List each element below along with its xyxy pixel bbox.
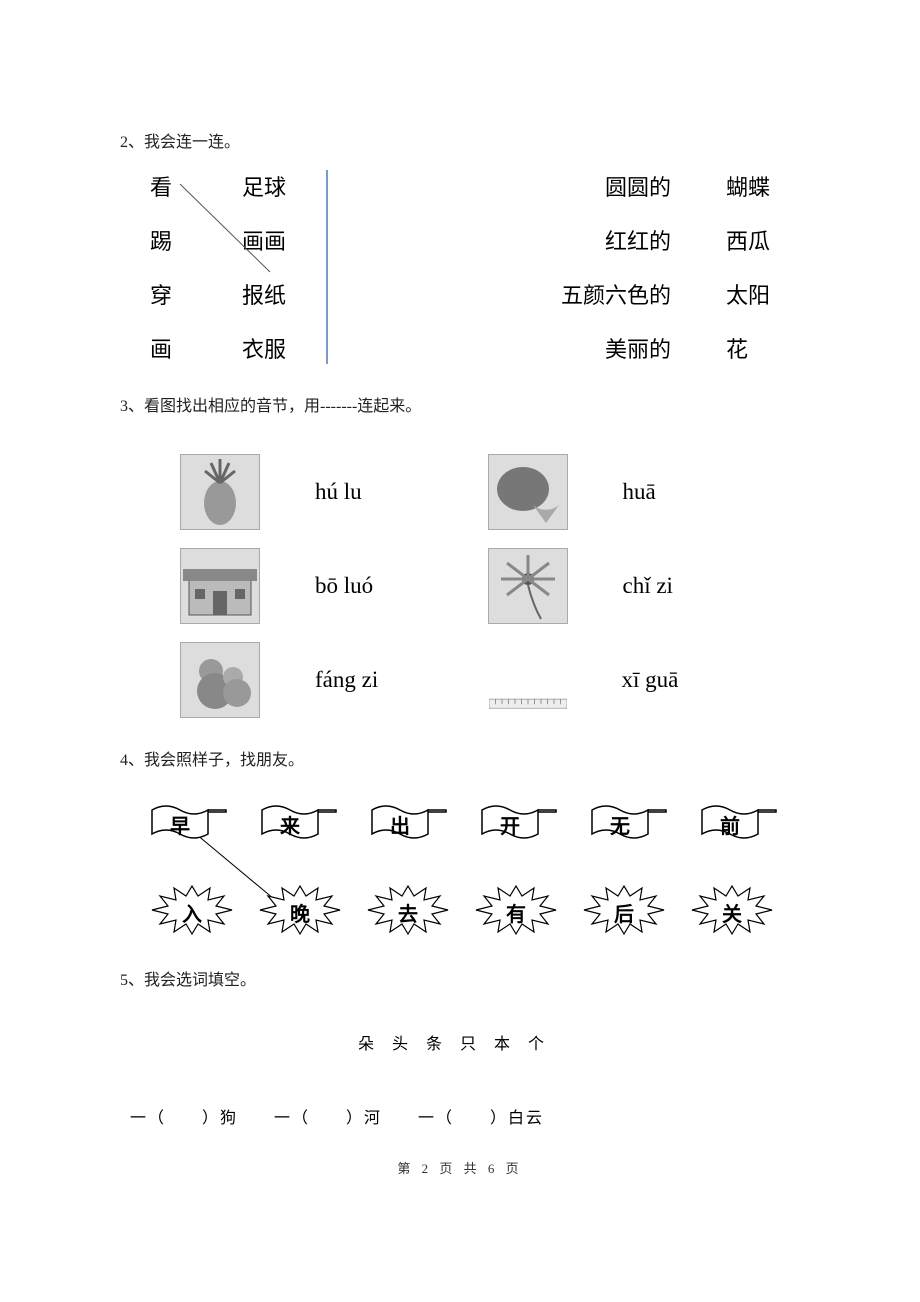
q4-flags-row: 早 来 出 开 无 前 xyxy=(150,804,780,844)
q2-word: 圆圆的 xyxy=(605,170,671,202)
q2-word: 足球 xyxy=(242,170,286,202)
q5-option: 本 xyxy=(494,1036,528,1053)
flag-char: 出 xyxy=(370,810,430,839)
q2-title: 2、我会连一连。 xyxy=(120,128,800,152)
flag-item: 前 xyxy=(700,804,778,844)
q5-option: 只 xyxy=(460,1036,494,1053)
q2-left-colB: 足球 画画 报纸 衣服 xyxy=(242,170,286,364)
q2-word: 红红的 xyxy=(605,224,671,256)
burst-char: 去 xyxy=(366,898,450,927)
burst-item: 入 xyxy=(150,882,234,938)
q5-blank: 一（ ）白云 xyxy=(418,1110,544,1127)
q2-right-colB: 蝴蝶 西瓜 太阳 花 xyxy=(726,170,770,364)
burst-item: 去 xyxy=(366,882,450,938)
q2-word: 西瓜 xyxy=(726,224,770,256)
burst-char: 关 xyxy=(690,898,774,927)
q2-left-block: 看 踢 穿 画 足球 画画 报纸 衣服 xyxy=(150,170,286,364)
burst-char: 有 xyxy=(474,898,558,927)
q3-row: hú lu huā xyxy=(180,454,740,530)
q5-title: 5、我会选词填空。 xyxy=(120,966,800,990)
q5-blanks: 一（ ）狗 一（ ）河 一（ ）白云 xyxy=(120,1104,800,1128)
flag-char: 前 xyxy=(700,810,760,839)
q3-pinyin: hú lu xyxy=(315,479,433,505)
q2-word: 穿 xyxy=(150,278,172,310)
q5-blank: 一（ ）河 xyxy=(274,1110,382,1127)
flag-char: 早 xyxy=(150,810,210,839)
q2-word: 画 xyxy=(150,332,172,364)
pineapple-image xyxy=(180,454,260,530)
flower-image xyxy=(488,548,568,624)
gourd-image xyxy=(180,642,260,718)
flag-item: 无 xyxy=(590,804,668,844)
q2-word: 报纸 xyxy=(242,278,286,310)
q3-pinyin: bō luó xyxy=(315,573,433,599)
q2-word: 蝴蝶 xyxy=(726,170,770,202)
burst-char: 入 xyxy=(150,898,234,927)
flag-item: 开 xyxy=(480,804,558,844)
q5-option: 头 xyxy=(392,1036,426,1053)
q2-word: 看 xyxy=(150,170,172,202)
q5-options: 朵头条只本个 xyxy=(120,1030,800,1054)
ruler-image xyxy=(489,688,567,718)
flag-item: 来 xyxy=(260,804,338,844)
q2-left-colA: 看 踢 穿 画 xyxy=(150,170,172,364)
q5-blank: 一（ ）狗 xyxy=(130,1110,238,1127)
q3-row: fáng zi xī guā xyxy=(180,642,740,718)
q5-option: 朵 xyxy=(358,1036,392,1053)
q2-right-colA: 圆圆的 红红的 五颜六色的 美丽的 xyxy=(561,170,671,364)
q2-word: 五颜六色的 xyxy=(561,278,671,310)
flag-item: 早 xyxy=(150,804,228,844)
q2-word: 太阳 xyxy=(726,278,770,310)
q3-title: 3、看图找出相应的音节，用-------连起来。 xyxy=(120,392,800,416)
burst-item: 有 xyxy=(474,882,558,938)
page-footer: 第 2 页 共 6 页 xyxy=(120,1158,800,1177)
flag-char: 开 xyxy=(480,810,540,839)
burst-item: 晚 xyxy=(258,882,342,938)
q5-option: 个 xyxy=(528,1036,562,1053)
q2-divider xyxy=(326,170,328,364)
burst-item: 关 xyxy=(690,882,774,938)
q3-row: bō luó chǐ zi xyxy=(180,548,740,624)
q2-word: 美丽的 xyxy=(605,332,671,364)
q3-pinyin: chǐ zi xyxy=(623,573,741,599)
q2-word: 踢 xyxy=(150,224,172,256)
burst-char: 晚 xyxy=(258,898,342,927)
flag-char: 无 xyxy=(590,810,650,839)
q2-right-block: 圆圆的 红红的 五颜六色的 美丽的 蝴蝶 西瓜 太阳 花 xyxy=(561,170,770,364)
q4-container: 早 来 出 开 无 前 xyxy=(120,788,800,938)
house-image xyxy=(180,548,260,624)
q2-word: 画画 xyxy=(242,224,286,256)
q3-pinyin: fáng zi xyxy=(315,667,434,693)
flag-char: 来 xyxy=(260,810,320,839)
burst-char: 后 xyxy=(582,898,666,927)
flag-item: 出 xyxy=(370,804,448,844)
burst-item: 后 xyxy=(582,882,666,938)
q2-word: 花 xyxy=(726,332,770,364)
q2-container: 看 踢 穿 画 足球 画画 报纸 衣服 圆圆的 红红的 五颜六色的 美丽的 蝴蝶 xyxy=(120,170,800,364)
q3-pinyin: xī guā xyxy=(622,667,741,693)
q4-title: 4、我会照样子，找朋友。 xyxy=(120,746,800,770)
q5-option: 条 xyxy=(426,1036,460,1053)
q2-word: 衣服 xyxy=(242,332,286,364)
watermelon-image xyxy=(488,454,568,530)
q3-pinyin: huā xyxy=(623,479,741,505)
q4-bursts-row: 入 晚 去 有 后 关 xyxy=(150,882,780,938)
q3-container: hú lu huā bō luó chǐ zi fáng zi xyxy=(120,434,800,718)
